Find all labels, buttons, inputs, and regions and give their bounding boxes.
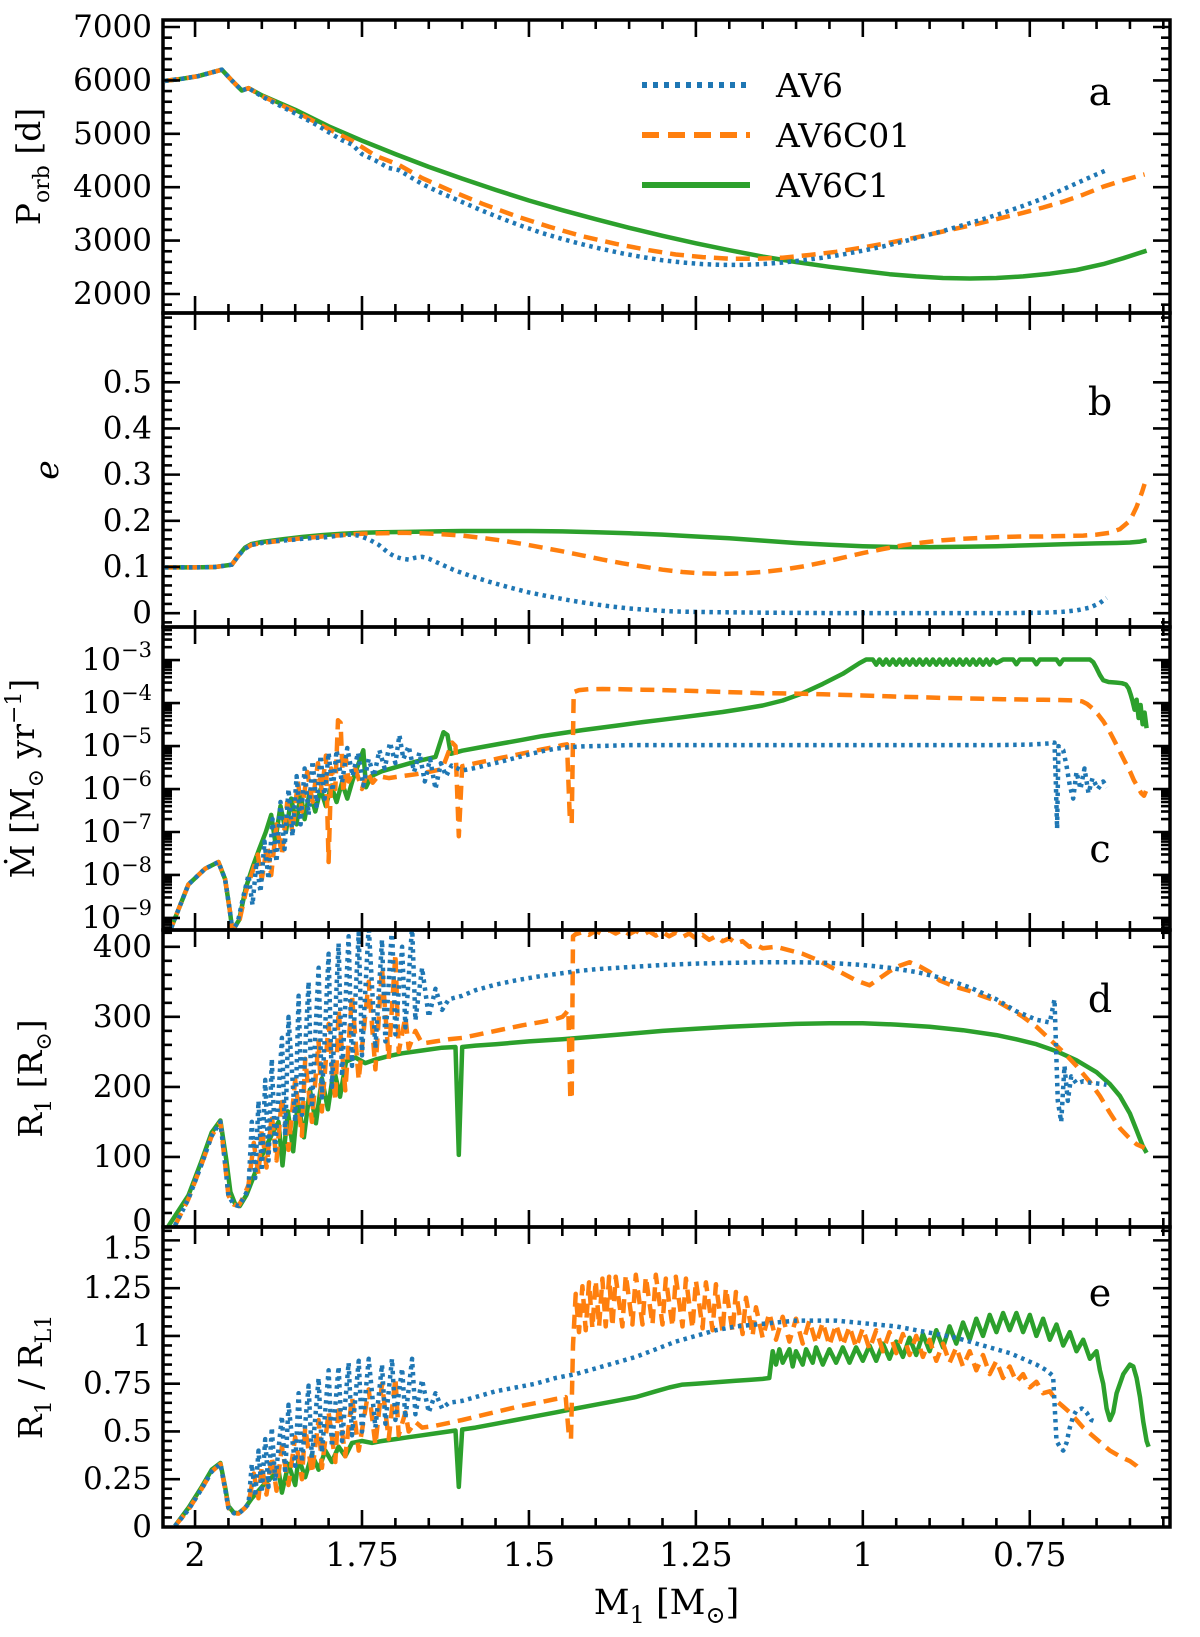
panel-letter-e: e	[1089, 1271, 1112, 1315]
panel-c-curves	[167, 657, 1149, 930]
y-tick-label: 0	[132, 595, 152, 631]
y-tick-label: 1.25	[83, 1270, 152, 1306]
y-axis-title-c: Ṁ [M⊙ yr−1]	[2, 679, 49, 879]
legend-label-av6c01: AV6C01	[776, 115, 911, 155]
y-axis-title-b: e	[27, 460, 66, 480]
x-tick-label: 1.5	[503, 1535, 555, 1574]
legend-line-sample-av6c01	[640, 129, 752, 141]
y-tick-label: 1.5	[103, 1230, 152, 1266]
y-tick-label: 6000	[73, 62, 152, 98]
legend-label-av6c1: AV6C1	[776, 165, 890, 205]
panel-b-curves	[165, 483, 1148, 616]
x-tick-label: 1.75	[325, 1535, 398, 1574]
panel-e-curves	[173, 1272, 1151, 1527]
panel-letter-a: a	[1089, 70, 1112, 114]
y-tick-label: 0.5	[103, 364, 152, 400]
y-tick-label: 4000	[73, 169, 152, 205]
y-tick-label: 10−3	[82, 638, 152, 678]
panel-a-ticks: 7000 6000 5000 4000 3000 2000	[73, 9, 1170, 313]
legend-item-av6c01: AV6C01	[640, 114, 910, 156]
x-tick-label: 1	[852, 1535, 873, 1574]
panel-b-ticks: 0.5 0.4 0.3 0.2 0.1 0	[103, 313, 1170, 631]
legend: AV6 AV6C01 AV6C1	[640, 64, 910, 206]
y-tick-label: 10−8	[82, 853, 152, 893]
legend-item-av6: AV6	[640, 64, 910, 106]
x-tick-label: 1.25	[659, 1535, 732, 1574]
panel-e-ticks: 1.5 1.25 1 0.75 0.5 0.25 0	[83, 1227, 1170, 1545]
x-axis-title: M1 [M⊙]	[594, 1583, 740, 1629]
legend-line-sample-av6	[640, 79, 752, 91]
y-tick-label: 0.4	[103, 410, 152, 446]
panel-e-frame	[161, 1225, 1172, 1529]
curve-av6c01-panel-a	[164, 67, 1146, 261]
y-tick-label: 0.75	[83, 1366, 152, 1402]
y-tick-label: 2000	[73, 276, 152, 312]
panel-letter-d: d	[1088, 977, 1112, 1021]
y-tick-label: 1	[132, 1318, 152, 1354]
y-tick-label: 0	[132, 1509, 152, 1545]
y-tick-label: 10−6	[82, 767, 152, 807]
panel-a-curves	[164, 67, 1148, 281]
y-tick-label: 3000	[73, 223, 152, 259]
curve-av6-panel-a	[164, 67, 1109, 268]
legend-line-av6c01	[642, 132, 750, 138]
y-tick-label: 0.5	[103, 1413, 152, 1449]
panel-letter-c: c	[1089, 827, 1110, 871]
y-axis-title-a: Porb [d]	[9, 108, 55, 225]
y-tick-label: 200	[93, 1069, 152, 1105]
x-tick-label: 0.75	[993, 1535, 1066, 1574]
legend-item-av6c1: AV6C1	[640, 164, 910, 206]
curve-av6-panel-d	[172, 930, 1108, 1227]
panel-letter-b: b	[1088, 380, 1112, 424]
y-tick-label: 7000	[73, 9, 152, 45]
panel-c-ticks: 10−310−410−510−610−710−810−9	[82, 627, 1170, 936]
y-tick-label: 0.25	[83, 1461, 152, 1497]
y-tick-label: 10−9	[82, 896, 152, 936]
y-tick-label: 5000	[73, 116, 152, 152]
y-tick-label: 0	[132, 1203, 152, 1239]
x-tick-label: 2	[185, 1535, 206, 1574]
curve-av6-panel-e	[173, 1318, 1098, 1527]
y-tick-label: 0.3	[103, 457, 152, 493]
y-tick-label: 400	[93, 929, 152, 965]
curve-av6c01-panel-b	[165, 483, 1147, 577]
y-tick-label: 10−4	[82, 681, 152, 721]
curve-av6c01-panel-d	[172, 930, 1146, 1227]
y-axis-title-d: R1 [R⊙]	[11, 1019, 57, 1137]
y-tick-label: 10−7	[82, 810, 152, 850]
curve-av6c01-panel-e	[173, 1272, 1142, 1527]
y-tick-label: 300	[93, 999, 152, 1035]
y-axis-title-e: R1 / RL1	[11, 1315, 57, 1439]
curve-av6c01-panel-c	[167, 686, 1149, 930]
y-tick-label: 10−5	[82, 724, 152, 764]
legend-line-av6	[642, 82, 750, 88]
legend-line-av6c1	[642, 182, 750, 188]
curve-av6-panel-c	[167, 732, 1110, 930]
panel-d-ticks: 400 300 200 100 0	[93, 929, 1170, 1239]
y-tick-label: 0.2	[103, 503, 152, 539]
legend-label-av6: AV6	[776, 65, 844, 105]
panel-d-curves	[166, 930, 1149, 1227]
legend-line-sample-av6c1	[640, 179, 752, 191]
y-tick-label: 0.1	[103, 549, 152, 585]
y-tick-label: 100	[93, 1139, 152, 1175]
